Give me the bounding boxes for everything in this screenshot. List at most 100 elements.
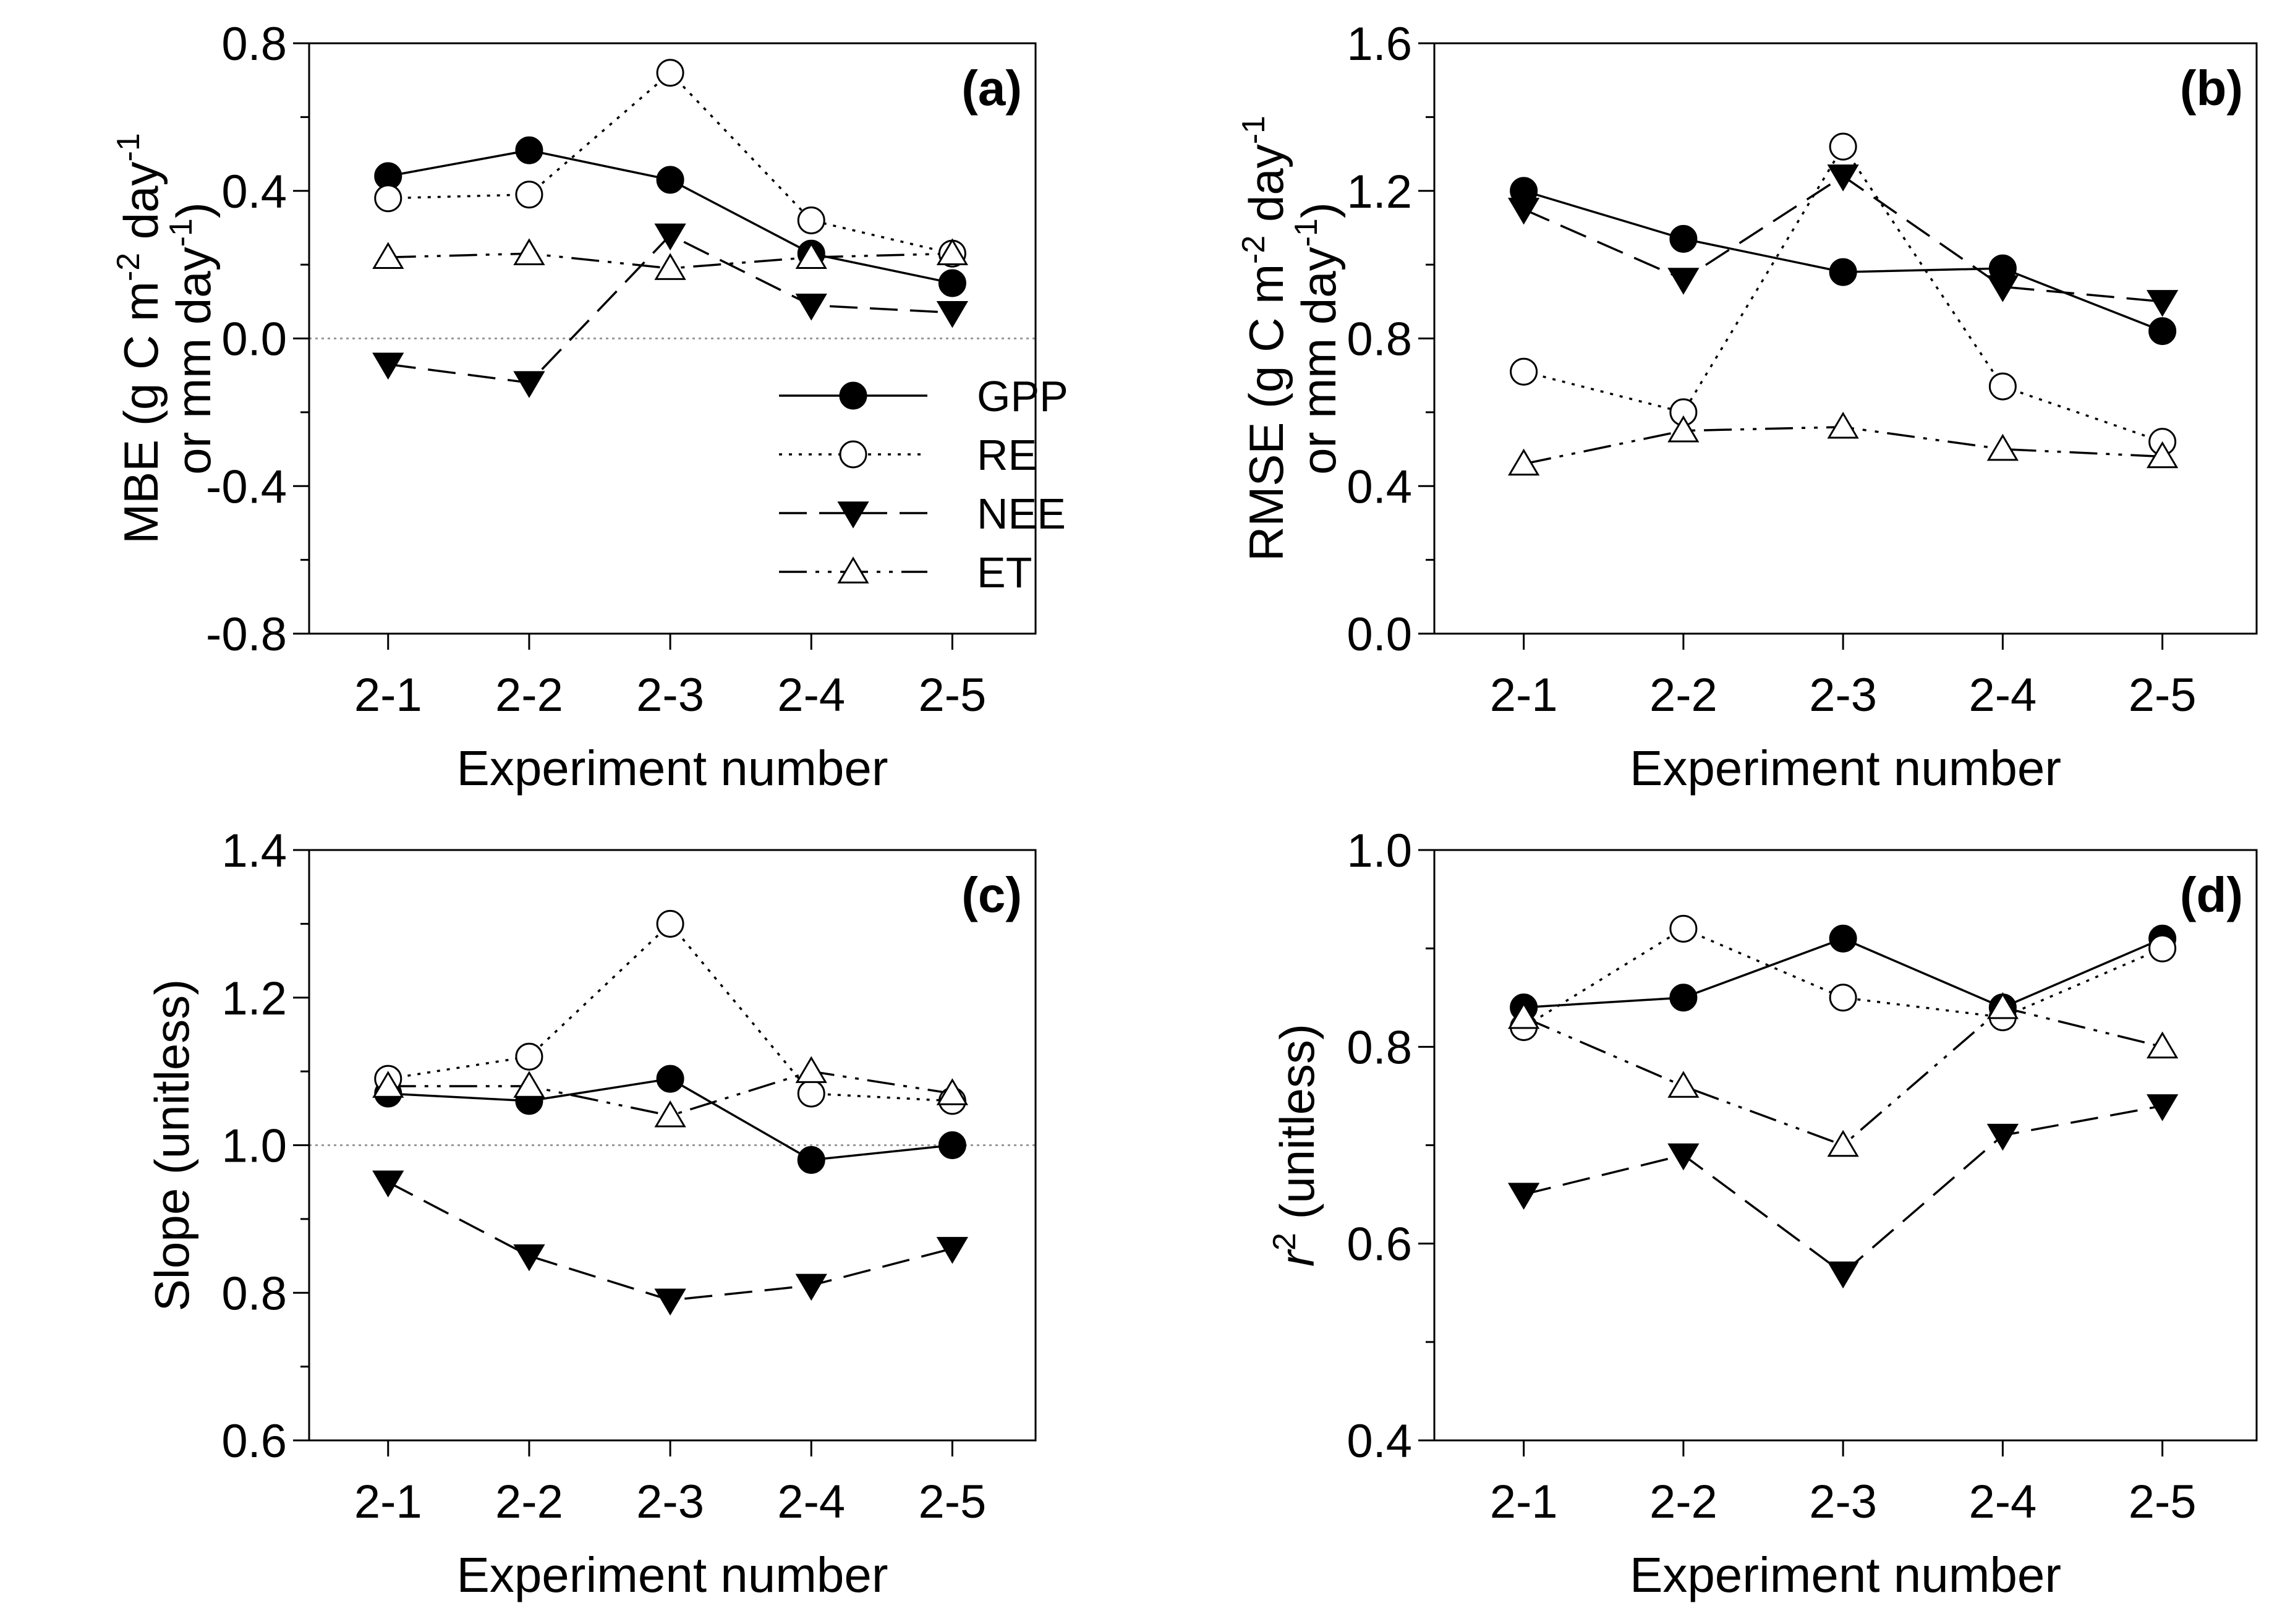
legend-label-et: ET	[977, 548, 1032, 597]
marker-gpp	[2148, 317, 2177, 346]
y-axis-title-line-2: or mm day-1)	[1288, 202, 1346, 475]
x-tick-label: 2-2	[1649, 1476, 1717, 1528]
x-tick-label: 2-2	[495, 1476, 563, 1528]
plot-frame	[308, 42, 1037, 635]
x-tick-label: 2-1	[1490, 1476, 1558, 1528]
marker-et	[1507, 1001, 1540, 1029]
y-axis-title-part: or mm day	[1292, 247, 1346, 474]
y-axis-title-superscript: -1	[111, 133, 147, 161]
x-axis-title: Experiment number	[456, 741, 888, 796]
marker-re	[2148, 934, 2177, 963]
y-axis-title-part: RMSE (g C m	[1239, 264, 1293, 561]
panel-label: (a)	[961, 61, 1022, 116]
marker-re	[515, 181, 543, 209]
y-axis-title-part: or mm day	[166, 247, 221, 474]
marker-et	[1827, 1129, 1859, 1157]
y-axis-title-part: day	[114, 161, 168, 252]
x-tick-label: 2-5	[918, 1476, 986, 1528]
panel-label: (d)	[2180, 867, 2243, 922]
x-axis-title: Experiment number	[1630, 1547, 2061, 1602]
x-tick-label: 2-2	[1649, 669, 1717, 721]
y-axis-title-part: MBE (g C m	[114, 281, 168, 544]
marker-gpp	[938, 1131, 966, 1159]
marker-gpp	[1669, 224, 1698, 253]
marker-et	[2147, 441, 2179, 469]
marker-et	[1986, 992, 2019, 1019]
y-tick-label: 0.6	[221, 1415, 287, 1468]
marker-nee	[936, 300, 969, 328]
y-axis-title-superscript: 2	[1267, 1233, 1303, 1251]
marker-re	[656, 909, 684, 938]
marker-nee	[654, 223, 686, 251]
marker-re	[1669, 914, 1698, 943]
marker-et	[372, 1071, 404, 1098]
marker-et	[936, 1078, 969, 1105]
marker-gpp	[656, 166, 684, 194]
y-axis-title-line-1: MBE (g C m-2 day-1	[111, 133, 168, 544]
marker-re	[515, 1042, 543, 1071]
y-tick-label: 1.0	[1347, 825, 1412, 877]
panel-d: 0.4 0.6 0.8 1.0 2-1 2-2 2-3 2-4 2-5 Experiment nu…	[1267, 825, 2258, 1602]
y-tick-label: 0.0	[221, 313, 287, 366]
marker-et	[513, 1071, 545, 1098]
marker-nee	[1507, 197, 1540, 225]
y-tick-label: 1.6	[1347, 18, 1412, 70]
marker-gpp	[797, 1146, 825, 1174]
marker-et	[795, 1056, 827, 1083]
marker-re	[374, 184, 402, 213]
marker-gpp	[1829, 258, 1857, 286]
x-tick-label: 2-2	[495, 669, 563, 721]
panel-c: 0.6 0.8 1.0 1.2 1.4 2-1 2-2 2-3 2-4 2-5 Experiment…	[145, 825, 1037, 1602]
x-axis-title: Experiment number	[1630, 741, 2061, 796]
y-tick-label: 0.6	[1347, 1218, 1412, 1271]
y-axis-title-line-2: or mm day-1)	[163, 202, 221, 475]
y-axis-title-superscript: -1	[1288, 218, 1324, 247]
marker-nee	[513, 371, 545, 398]
y-tick-label: 1.4	[221, 825, 287, 877]
y-tick-label: 0.8	[221, 1267, 287, 1320]
series-line-et	[1523, 1006, 2163, 1147]
y-tick-label: 0.8	[1347, 1021, 1412, 1074]
marker-nee	[513, 1244, 545, 1272]
marker-gpp	[1829, 924, 1857, 953]
y-tick-label: -0.8	[206, 608, 287, 661]
marker-re	[656, 59, 684, 87]
x-tick-label: 2-3	[1809, 669, 1877, 721]
y-axis-title-line-1: RMSE (g C m-2 day-1	[1236, 116, 1293, 561]
y-tick-label: 0.4	[1347, 1415, 1412, 1468]
y-axis-title-part: )	[166, 202, 221, 218]
x-tick-label: 2-3	[1809, 1476, 1877, 1528]
plot-frame	[308, 849, 1037, 1442]
y-tick-label: 1.2	[1347, 166, 1412, 218]
marker-re	[1510, 357, 1538, 386]
marker-nee	[795, 294, 827, 321]
y-tick-label: -0.4	[206, 461, 287, 513]
panel-label: (b)	[2180, 61, 2243, 116]
x-tick-label: 2-5	[918, 669, 986, 721]
marker-nee	[2147, 1094, 2179, 1121]
y-axis-title-part: day	[1239, 144, 1293, 235]
legend-marker-et	[837, 556, 869, 584]
legend-label-re: RE	[977, 431, 1037, 479]
x-tick-label: 2-5	[2129, 669, 2197, 721]
y-axis-title-superscript: -2	[111, 253, 147, 281]
marker-et	[513, 238, 545, 265]
marker-gpp	[938, 269, 966, 297]
x-tick-label: 2-1	[354, 1476, 422, 1528]
y-axis-title-superscript: -2	[1236, 236, 1272, 264]
marker-re	[1829, 132, 1857, 161]
marker-et	[1986, 433, 2019, 461]
plot-frame	[1433, 42, 2258, 635]
marker-nee	[2147, 290, 2179, 317]
panel-a: -0.8 -0.4 0.0 0.4 0.8 2-1 2-2 2-3 2-4 2-5 Experime…	[111, 18, 1068, 796]
marker-et	[1507, 448, 1540, 476]
y-axis-title-superscript: -1	[1236, 116, 1272, 144]
x-tick-label: 2-3	[636, 669, 704, 721]
marker-nee	[654, 1288, 686, 1316]
y-tick-label: 0.4	[1347, 461, 1412, 513]
marker-gpp	[515, 136, 543, 164]
panel-label: (c)	[961, 867, 1022, 922]
legend-marker-re	[839, 440, 867, 469]
marker-et	[936, 238, 969, 265]
